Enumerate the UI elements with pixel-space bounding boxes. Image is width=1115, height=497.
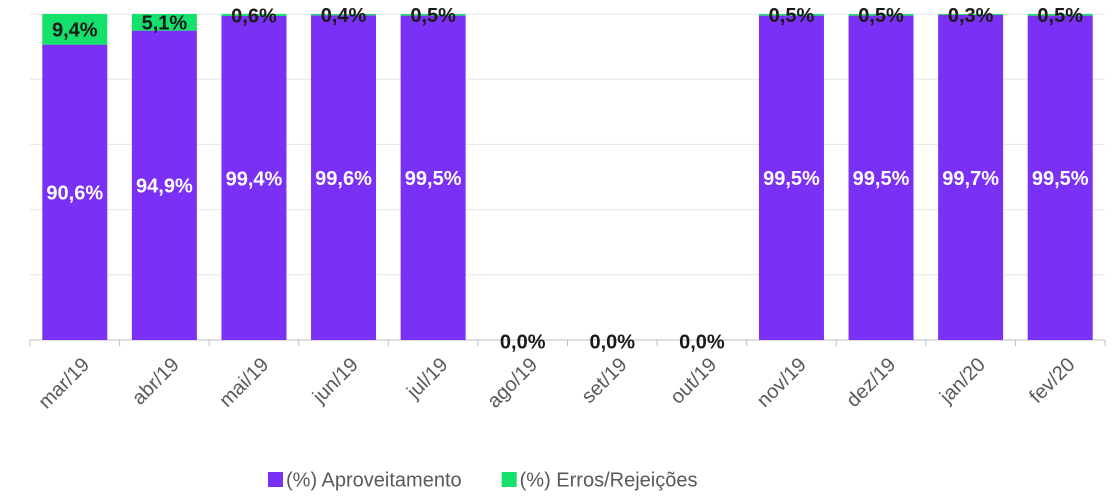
x-tick-label: mai/19 (215, 354, 273, 412)
bar-segment (1027, 14, 1093, 16)
x-tick-label: mar/19 (34, 354, 94, 414)
x-tick-label-group: ago/19 (483, 354, 542, 413)
bar-segment (848, 15, 914, 340)
bar-segment (758, 15, 824, 340)
x-tick-label: out/19 (666, 354, 721, 409)
bar-segment (42, 44, 108, 340)
x-tick-label-group: jun/19 (308, 354, 363, 409)
x-tick-label-group: mar/19 (34, 354, 94, 414)
x-tick-label: nov/19 (753, 354, 811, 412)
value-label: 0,0% (589, 331, 635, 353)
x-tick-label: dez/19 (842, 354, 900, 412)
value-label: 99,6% (315, 168, 372, 190)
value-label: 99,7% (942, 168, 999, 190)
value-label: 0,5% (1037, 5, 1083, 27)
value-label: 0,5% (769, 5, 815, 27)
value-label: 0,6% (231, 5, 277, 27)
x-tick-label-group: abr/19 (128, 354, 184, 410)
bar-segment (938, 14, 1004, 15)
value-label: 99,5% (853, 168, 910, 190)
value-label: 0,5% (858, 5, 904, 27)
x-tick-label-group: nov/19 (753, 354, 811, 412)
x-tick-label: jul/19 (402, 354, 452, 404)
bar-segment (131, 30, 197, 340)
value-label: 99,5% (763, 168, 820, 190)
bar-segment (758, 14, 824, 16)
bar-segment (1027, 15, 1093, 340)
x-tick-label-group: mai/19 (215, 354, 273, 412)
value-label: 0,4% (321, 5, 367, 27)
value-label: 90,6% (46, 183, 103, 205)
legend-swatch (501, 472, 517, 487)
value-label: 99,4% (226, 168, 283, 190)
x-tick-label: abr/19 (128, 354, 184, 410)
x-tick-label-group: jan/20 (935, 354, 990, 409)
x-tick-label: jun/19 (308, 354, 363, 409)
value-label: 0,0% (679, 331, 725, 353)
legend-swatch (268, 472, 283, 487)
x-tick-label-group: out/19 (666, 354, 721, 409)
value-label: 0,5% (410, 5, 456, 27)
x-tick-label: set/19 (577, 354, 631, 408)
x-tick-label-group: set/19 (577, 354, 631, 408)
bar-segment (42, 14, 108, 45)
x-tick-label: fev/20 (1025, 354, 1079, 408)
value-label: 99,5% (1032, 168, 1089, 190)
bar-segment (311, 15, 377, 341)
value-label: 9,4% (52, 20, 98, 42)
x-tick-label-group: jul/19 (402, 354, 452, 404)
x-tick-label: ago/19 (483, 354, 542, 413)
value-label: 94,9% (136, 176, 193, 198)
bar-segment (938, 14, 1004, 341)
legend-label: (%) Erros/Rejeições (520, 469, 698, 491)
value-label: 0,3% (948, 5, 994, 27)
value-label: 99,5% (405, 168, 462, 190)
x-tick-label-group: dez/19 (842, 354, 900, 412)
bar-segment (221, 15, 287, 341)
bar-segment (400, 14, 466, 16)
bar-segment (848, 14, 914, 16)
bar-segment (131, 14, 197, 31)
x-tick-label: jan/20 (935, 354, 990, 409)
legend-label: (%) Aproveitamento (286, 469, 462, 491)
x-tick-label-group: fev/20 (1025, 354, 1079, 408)
bar-segment (221, 14, 287, 16)
bar-segment (311, 14, 377, 16)
value-label: 5,1% (142, 13, 188, 35)
bar-segment (400, 15, 466, 340)
value-label: 0,0% (500, 331, 546, 353)
